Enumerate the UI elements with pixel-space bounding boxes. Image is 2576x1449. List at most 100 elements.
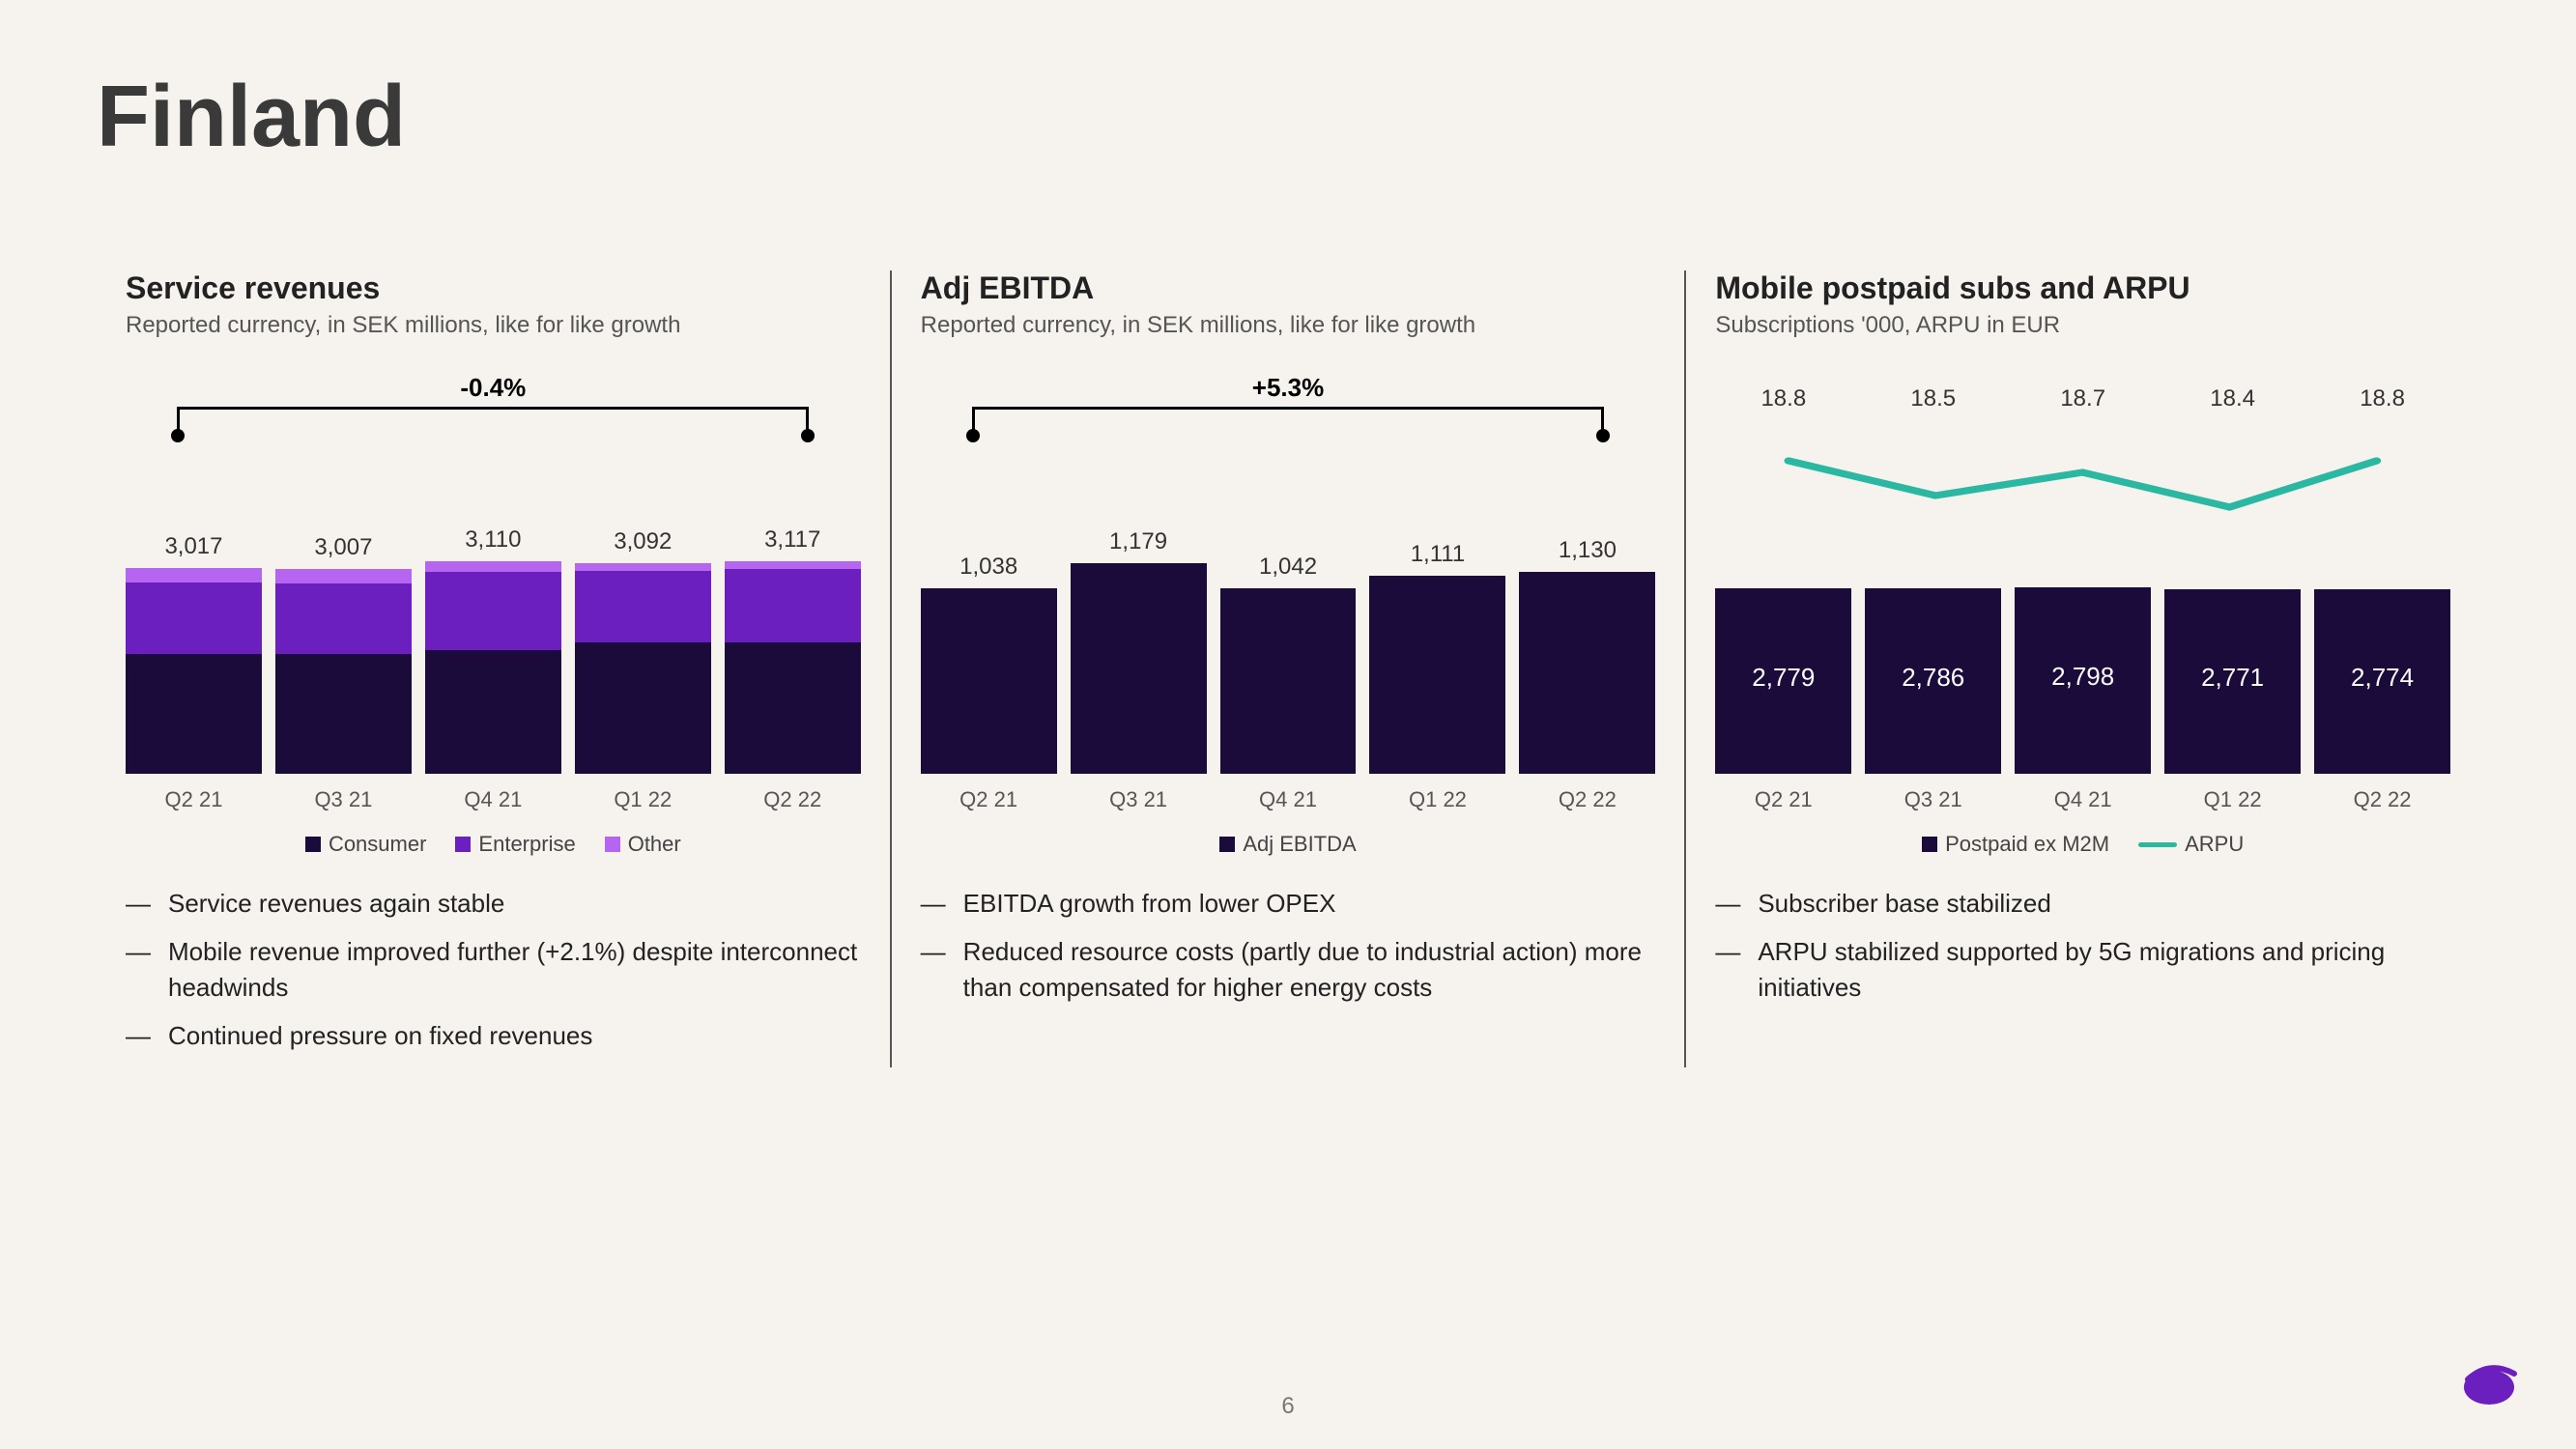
chart2-area: +5.3% 1,0381,1791,0421,1111,130 Q2 21Q3 … [921, 368, 1656, 812]
chart1-legend: Consumer Enterprise Other [126, 832, 861, 857]
col-service-revenues: Service revenues Reported currency, in S… [97, 270, 890, 1067]
bar-segment [725, 569, 861, 642]
bar-segment [1519, 572, 1655, 774]
legend-label: Consumer [329, 832, 426, 857]
chart2-xlabels: Q2 21Q3 21Q4 21Q1 22Q2 22 [921, 787, 1656, 812]
x-label: Q3 21 [1865, 787, 2001, 812]
legend-item: Consumer [305, 832, 426, 857]
col-adj-ebitda: Adj EBITDA Reported currency, in SEK mil… [890, 270, 1685, 1067]
legend-label: Adj EBITDA [1243, 832, 1356, 857]
chart2-subtitle: Reported currency, in SEK millions, like… [921, 312, 1656, 339]
bar-value-label: 2,774 [2351, 663, 2414, 693]
bar-total-label: 3,007 [314, 534, 372, 561]
bar-group: 2,774 [2314, 589, 2450, 774]
bar-segment [1220, 588, 1357, 774]
bullet-item: Continued pressure on fixed revenues [126, 1018, 861, 1053]
bar-segment [575, 571, 711, 643]
bar-group: 3,007 [275, 569, 412, 774]
line-value-label: 18.5 [1865, 385, 2001, 412]
bar-group: 3,017 [126, 568, 262, 774]
bar-segment [126, 568, 262, 582]
legend-swatch [605, 837, 620, 852]
bar-total-label: 3,092 [614, 528, 672, 555]
chart1-subtitle: Reported currency, in SEK millions, like… [126, 312, 861, 339]
legend-label: Postpaid ex M2M [1945, 832, 2109, 857]
bar-value-label: 2,771 [2201, 663, 2264, 693]
bar-group: 3,092 [575, 563, 711, 774]
bar-segment [275, 583, 412, 654]
bar-segment [126, 654, 262, 774]
bar-group: 3,117 [725, 561, 861, 774]
bar-segment [275, 654, 412, 774]
chart3-area: 18.818.518.718.418.8 2,7792,7862,7982,77… [1715, 368, 2450, 812]
bar-stack [425, 561, 561, 774]
bar-stack [126, 568, 262, 774]
bar-total-label: 3,117 [764, 526, 820, 554]
chart1-area: -0.4% 3,0173,0073,1103,0923,117 Q2 21Q3 … [126, 368, 861, 812]
col-mobile-postpaid: Mobile postpaid subs and ARPU Subscripti… [1684, 270, 2479, 1067]
bar-segment [575, 642, 711, 774]
chart3-legend: Postpaid ex M2MARPU [1715, 832, 2450, 857]
legend-swatch [2138, 842, 2177, 847]
legend-item: Enterprise [455, 832, 575, 857]
bullet-item: ARPU stabilized supported by 5G migratio… [1715, 934, 2450, 1005]
bar-stack [275, 569, 412, 774]
x-label: Q4 21 [2015, 787, 2151, 812]
bar-segment [921, 588, 1057, 774]
bar-group: 1,179 [1071, 563, 1207, 774]
bar-segment [725, 561, 861, 569]
bar [1220, 588, 1357, 774]
legend-swatch [1922, 837, 1937, 852]
x-label: Q2 21 [1715, 787, 1851, 812]
x-label: Q1 22 [1369, 787, 1505, 812]
chart2-legend: Adj EBITDA [921, 832, 1656, 857]
brand-logo-icon [2460, 1352, 2518, 1410]
chart3-line-values: 18.818.518.718.418.8 [1715, 385, 2450, 412]
bar-segment [1369, 576, 1505, 774]
chart3-xlabels: Q2 21Q3 21Q4 21Q1 22Q2 22 [1715, 787, 2450, 812]
bar-group: 1,038 [921, 588, 1057, 774]
x-label: Q2 22 [1519, 787, 1655, 812]
bar-segment [725, 642, 861, 774]
bar-group: 1,111 [1369, 576, 1505, 774]
bar-segment [126, 582, 262, 654]
bullet-item: Service revenues again stable [126, 886, 861, 921]
bar [1071, 563, 1207, 774]
bullet-item: Mobile revenue improved further (+2.1%) … [126, 934, 861, 1005]
bar-value-label: 1,042 [1259, 554, 1317, 581]
chart2-bars: 1,0381,1791,0421,1111,130 [921, 542, 1656, 774]
bar-stack [725, 561, 861, 774]
x-label: Q1 22 [575, 787, 711, 812]
legend-item: Postpaid ex M2M [1922, 832, 2109, 857]
x-label: Q2 21 [921, 787, 1057, 812]
bullet-item: Subscriber base stabilized [1715, 886, 2450, 921]
x-label: Q3 21 [1071, 787, 1207, 812]
bar-total-label: 3,110 [465, 526, 521, 554]
bar-stack [575, 563, 711, 774]
legend-swatch [455, 837, 471, 852]
line-value-label: 18.8 [1715, 385, 1851, 412]
page-number: 6 [0, 1393, 2576, 1420]
bar [1369, 576, 1505, 774]
chart1-bullets: Service revenues again stable Mobile reve… [126, 886, 861, 1054]
bar-group: 1,042 [1220, 588, 1357, 774]
chart1-title: Service revenues [126, 270, 861, 306]
bullet-item: Reduced resource costs (partly due to in… [921, 934, 1656, 1005]
page-title: Finland [97, 68, 406, 167]
bar-value-label: 2,779 [1752, 663, 1815, 693]
bar-value-label: 1,179 [1109, 528, 1167, 555]
bar-segment [575, 563, 711, 571]
bar-group: 2,779 [1715, 588, 1851, 774]
x-label: Q4 21 [425, 787, 561, 812]
chart3-bars: 2,7792,7862,7982,7712,774 [1715, 581, 2450, 774]
bar-total-label: 3,017 [164, 533, 222, 560]
legend-item: Other [605, 832, 681, 857]
bar [921, 588, 1057, 774]
chart-columns: Service revenues Reported currency, in S… [97, 270, 2479, 1067]
bullet-item: EBITDA growth from lower OPEX [921, 886, 1656, 921]
legend-swatch [305, 837, 321, 852]
legend-swatch [1219, 837, 1235, 852]
x-label: Q2 22 [725, 787, 861, 812]
chart3-line-svg [1715, 426, 2450, 542]
chart3-bullets: Subscriber base stabilized ARPU stabilize… [1715, 886, 2450, 1005]
